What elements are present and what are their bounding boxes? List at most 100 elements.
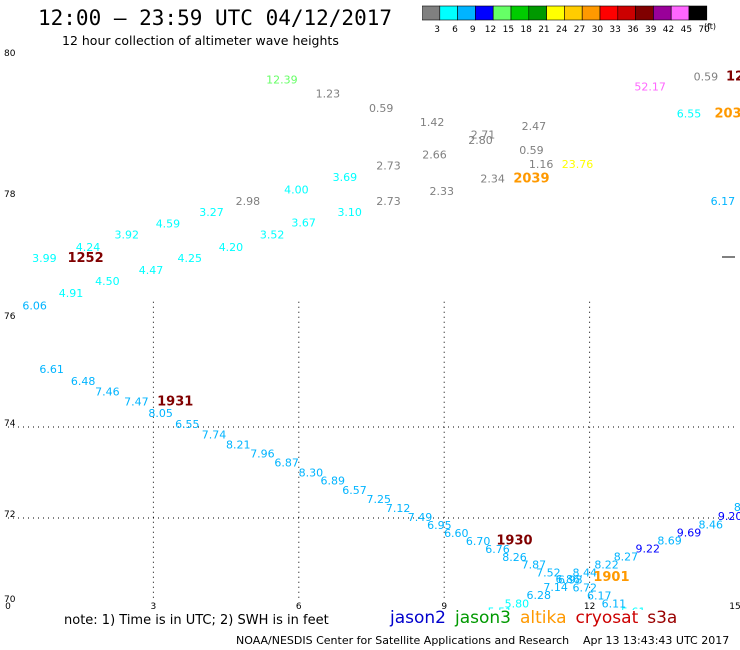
wave-height-label: 4.00 [284, 184, 309, 197]
colorbar-tick-label: 6 [452, 25, 458, 35]
wave-height-label: 12.39 [266, 74, 298, 87]
wave-height-label: 3.27 [199, 206, 224, 219]
colorbar-tick-label: 30 [592, 25, 604, 35]
y-tick-label: 76 [4, 312, 16, 322]
wave-height-label: 6.57 [342, 484, 367, 497]
wave-height-label: 6.87 [274, 456, 299, 469]
wave-height-label: 6.70 [466, 535, 491, 548]
wave-height-label: 7.46 [95, 386, 120, 399]
wave-height-label: 2039 [513, 171, 549, 186]
satellite-label-altika: altika [520, 608, 567, 628]
wave-height-label: 6.55 [677, 107, 702, 120]
wave-height-label: 6.86 [556, 573, 581, 586]
wave-height-label: 8.22 [594, 558, 619, 571]
wave-height-label: 3.67 [291, 216, 316, 229]
wave-height-label: 4.50 [95, 275, 120, 288]
wave-height-label: 4.25 [178, 252, 203, 265]
wave-height-label: 4.20 [219, 241, 244, 254]
wave-height-label: 6.98 [558, 574, 583, 587]
wave-height-label: 5.80 [505, 598, 530, 610]
wave-height-label: 3.99 [32, 252, 57, 265]
wave-height-label: 9.69 [677, 526, 702, 539]
wave-height-label: 1930 [496, 533, 532, 548]
colorbar-tick-label: 12 [485, 25, 496, 35]
colorbar-tick-label: 27 [574, 25, 585, 35]
wave-height-label: 6.55 [175, 418, 200, 431]
wave-height-label: 3.92 [114, 229, 139, 242]
wave-height-label: 7.52 [536, 566, 561, 579]
wave-height-label: 7.96 [250, 447, 275, 460]
colorbar-tick-label: 21 [538, 25, 549, 35]
wave-height-label: 12 [726, 70, 740, 85]
wave-height-label: 8.69 [657, 534, 682, 547]
wave-height-label: 4.47 [139, 264, 164, 277]
satellite-legend: jason2 jason3 altika cryosat s3a [390, 608, 686, 628]
colorbar-tick-label: 15 [503, 25, 514, 35]
wave-height-label: 8.26 [502, 551, 527, 564]
wave-height-label: 8.44 [573, 566, 598, 579]
wave-height-label: 5.61 [621, 606, 646, 610]
wave-height-label: 7.49 [408, 511, 433, 524]
wave-height-label: 6.17 [711, 195, 736, 208]
colorbar-tick-label: 70 [698, 25, 710, 35]
satellite-label-jason2: jason2 [390, 608, 446, 628]
wave-height-label: 1931 [157, 394, 193, 409]
y-tick-label: 78 [4, 190, 16, 200]
wave-height-label: 1.23 [316, 88, 341, 101]
wave-height-label: 0.59 [694, 71, 719, 84]
wave-height-label: 8.30 [299, 467, 324, 480]
wave-height-label: 52.17 [634, 81, 666, 94]
wave-height-label: 7.14 [543, 581, 568, 594]
colorbar-tick-label: 39 [645, 25, 657, 35]
x-tick-label: 3 [151, 602, 157, 610]
wave-height-label: 1252 [67, 251, 103, 266]
wave-height-label: 9.20 [718, 510, 740, 523]
colorbar-tick-label: 42 [663, 25, 674, 35]
wave-height-label: 4.91 [59, 287, 84, 300]
wave-height-label: 6.48 [71, 375, 96, 388]
x-tick-label: 0 [5, 602, 11, 610]
wave-height-label: 6.95 [427, 519, 452, 532]
footer-timestamp: Apr 13 13:43:43 UTC 2017 [583, 634, 730, 647]
wave-height-label: 6.76 [485, 543, 510, 556]
wave-height-label: 6.72 [573, 582, 598, 595]
wave-height-label: 0.59 [519, 144, 544, 157]
wave-height-label: 2.33 [430, 185, 455, 198]
wave-height-label: 1.16 [529, 158, 554, 171]
wave-height-label: 9.22 [636, 542, 661, 555]
wave-height-label: 8 [734, 501, 740, 514]
wave-height-label: 3.69 [333, 171, 358, 184]
wave-height-label: 2.73 [376, 160, 401, 173]
wave-height-label: 2.66 [422, 148, 447, 161]
wave-height-label: 1.42 [420, 116, 445, 129]
satellite-label-cryosat: cryosat [575, 608, 639, 628]
wave-height-label: 8.27 [614, 550, 639, 563]
chart-subtitle: 12 hour collection of altimeter wave hei… [62, 33, 339, 48]
wave-height-label: 23.76 [562, 158, 594, 171]
wave-height-label: 8.05 [148, 407, 173, 420]
wave-height-label: 7.25 [367, 493, 392, 506]
y-tick-label: 70 [4, 595, 16, 605]
x-tick-label: 6 [296, 602, 302, 610]
wave-height-label: 8.21 [226, 438, 251, 451]
wave-height-label: 2.73 [376, 195, 401, 208]
wave-height-label: 2.98 [236, 195, 261, 208]
x-tick-label: 15 [729, 602, 740, 610]
wave-height-label: 7.12 [386, 502, 411, 515]
wave-height-label: 5.51 [488, 606, 513, 610]
x-tick-label: 12 [584, 602, 595, 610]
wave-height-label: 2.71 [471, 129, 496, 142]
colorbar-tick-label: 3 [434, 25, 440, 35]
satellite-label-jason3: jason3 [455, 608, 511, 628]
colorbar-tick-label: 9 [470, 25, 476, 35]
y-tick-label: 80 [4, 49, 16, 59]
footer-note: note: 1) Time is in UTC; 2) SWH is in fe… [64, 613, 329, 628]
wave-height-plot: 0 3 6 9 12 15 70 72 74 76 78 80 12.39 1.23 0.59 1.42 2.7… [4, 49, 740, 610]
wave-height-label: 6.11 [602, 598, 627, 610]
colorbar-tick-label: 36 [627, 25, 639, 35]
x-tick-label: 9 [441, 602, 447, 610]
wave-height-label: 7.47 [124, 395, 149, 408]
wave-height-label: 6.28 [526, 589, 551, 602]
y-tick-label: 72 [4, 510, 15, 520]
wave-height-label: 4.59 [156, 218, 181, 231]
